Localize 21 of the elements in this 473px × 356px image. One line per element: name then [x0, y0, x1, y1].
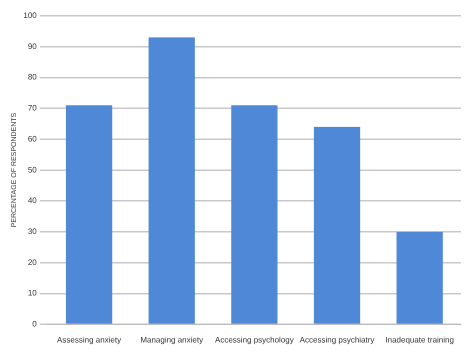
y-tick-label: 10	[28, 288, 38, 298]
y-tick-label: 0	[32, 320, 38, 329]
y-tick-label: 60	[28, 134, 38, 144]
bar	[231, 105, 278, 324]
x-tick-label: Inadequate training	[385, 335, 454, 344]
y-tick-label: 90	[28, 42, 38, 51]
bar	[314, 126, 360, 324]
y-tick-label: 30	[28, 227, 38, 236]
x-tick-label: Managing anxiety	[140, 335, 204, 344]
bar	[396, 232, 443, 324]
y-tick-label: 20	[28, 258, 38, 267]
y-tick-label: 40	[28, 196, 38, 206]
y-tick-label: 80	[28, 72, 38, 82]
bar	[148, 37, 195, 324]
y-tick-label: 100	[23, 11, 38, 20]
x-tick-label: Accessing psychology	[215, 335, 294, 344]
y-tick-label: 50	[28, 165, 38, 174]
x-tick-label: Assessing anxiety	[57, 335, 122, 344]
y-tick-label: 70	[28, 104, 38, 113]
bar	[66, 105, 112, 324]
x-tick-label: Accessing psychiatry	[300, 335, 374, 344]
